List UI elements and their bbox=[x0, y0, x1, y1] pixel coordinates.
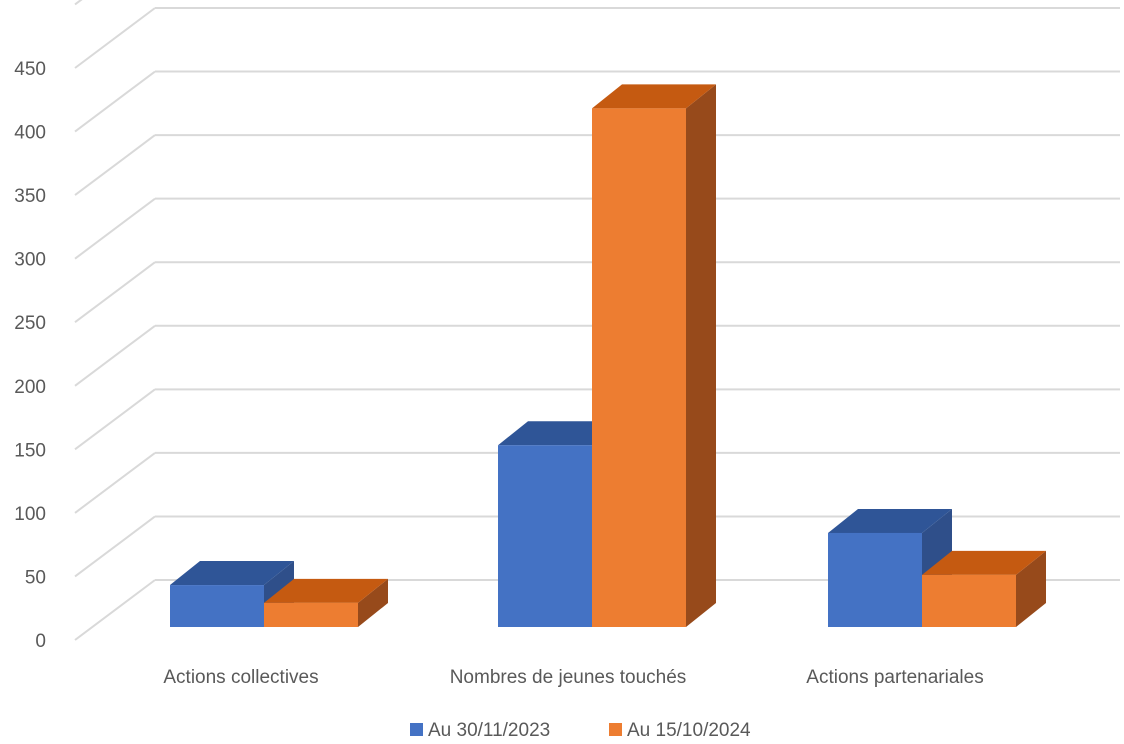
y-tick-label: 400 bbox=[14, 123, 46, 144]
legend-item: Au 30/11/2023 bbox=[410, 720, 550, 741]
y-tick-label: 150 bbox=[14, 440, 46, 461]
y-tick-label: 200 bbox=[14, 377, 46, 398]
y-tick-label: 450 bbox=[14, 59, 46, 80]
gridline-wall bbox=[74, 515, 156, 578]
y-tick-label: 50 bbox=[25, 567, 46, 588]
bar-top bbox=[592, 84, 716, 109]
bar-top bbox=[170, 561, 294, 586]
bar-side bbox=[686, 84, 716, 628]
bar-side bbox=[358, 578, 388, 627]
bar-top bbox=[498, 421, 622, 446]
legend-swatch bbox=[609, 723, 622, 736]
bar-top bbox=[922, 550, 1046, 575]
bar-front bbox=[592, 108, 686, 628]
bar bbox=[264, 578, 388, 627]
bar-front bbox=[170, 585, 264, 627]
gridline-wall bbox=[74, 0, 83, 6]
legend: Au 30/11/2023 Au 15/10/2024 bbox=[410, 720, 751, 741]
gridline-wall bbox=[74, 197, 156, 260]
bar-top bbox=[828, 508, 952, 533]
gridline-wall bbox=[74, 324, 156, 387]
bar bbox=[592, 84, 716, 628]
y-tick-label: 250 bbox=[14, 313, 46, 334]
gridline-wall bbox=[74, 579, 156, 641]
y-tick-label: 300 bbox=[14, 250, 46, 271]
gridline-wall bbox=[74, 261, 156, 324]
category-label: Actions collectives bbox=[163, 667, 318, 688]
gridline-wall bbox=[74, 452, 156, 514]
legend-label: Au 15/10/2024 bbox=[627, 720, 751, 741]
gridline-wall bbox=[74, 134, 156, 196]
category-label: Actions partenariales bbox=[806, 667, 983, 688]
gridline-wall bbox=[74, 388, 156, 451]
legend-swatch bbox=[410, 723, 423, 736]
category-label: Nombres de jeunes touchés bbox=[450, 667, 687, 688]
y-tick-label: 100 bbox=[14, 504, 46, 525]
gridline-wall bbox=[74, 7, 156, 69]
gridline-wall bbox=[74, 70, 156, 133]
bar-top bbox=[264, 578, 388, 603]
bar-front bbox=[498, 445, 592, 627]
bar-side bbox=[1016, 550, 1046, 627]
x-axis-categories: Actions collectives Nombres de jeunes tou… bbox=[163, 667, 983, 688]
y-tick-label: 0 bbox=[35, 631, 46, 652]
y-tick-label: 350 bbox=[14, 186, 46, 207]
bar-front bbox=[264, 602, 358, 627]
legend-label: Au 30/11/2023 bbox=[428, 720, 550, 741]
y-axis-ticks: 0 50 100 150 200 250 300 350 400 450 bbox=[14, 59, 46, 652]
legend-item: Au 15/10/2024 bbox=[609, 720, 751, 741]
bar-front bbox=[922, 574, 1016, 627]
bars bbox=[170, 84, 1046, 628]
bar bbox=[922, 550, 1046, 627]
bar-front bbox=[828, 532, 922, 627]
